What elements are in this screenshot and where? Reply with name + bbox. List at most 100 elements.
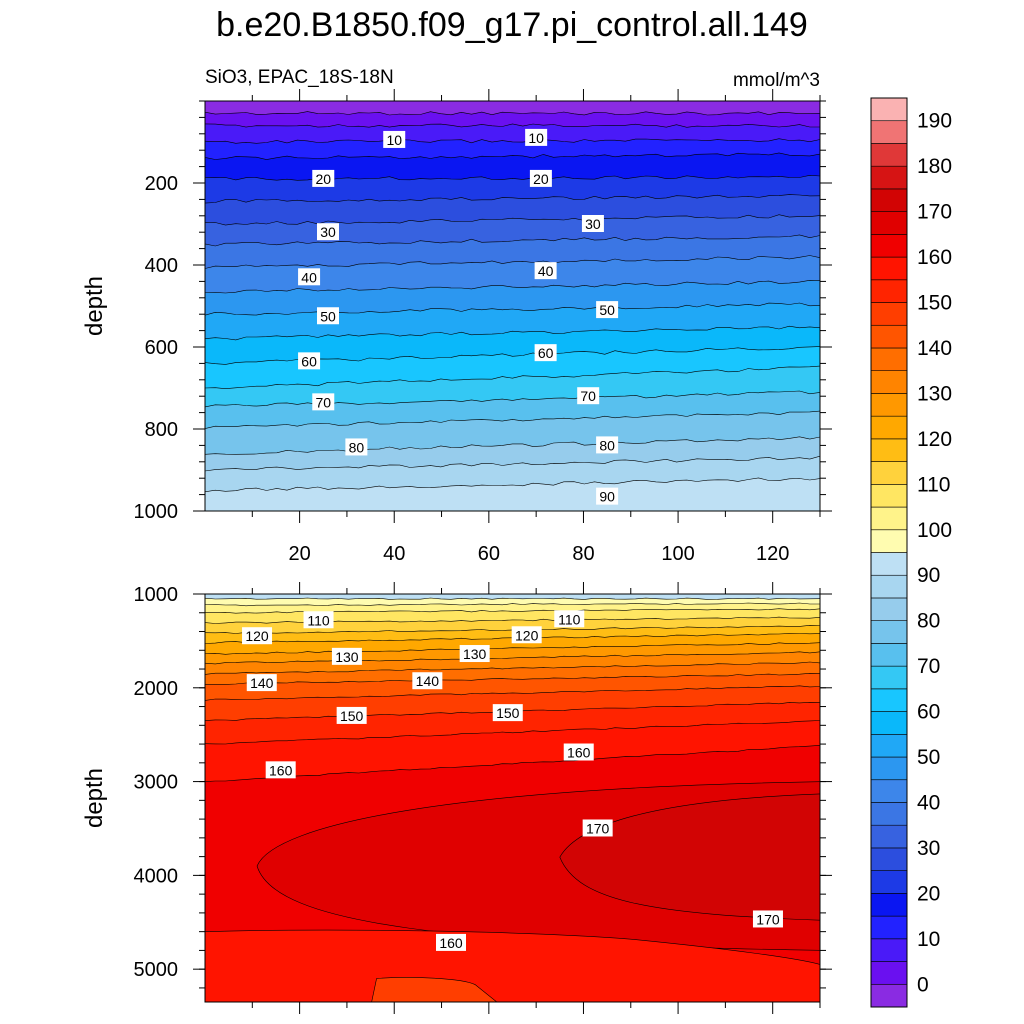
colorbar-swatch — [870, 211, 908, 235]
contour-label: 10 — [525, 128, 548, 146]
colorbar-tick-label: 190 — [917, 110, 952, 133]
colorbar-swatch — [870, 506, 908, 531]
contour-label: 80 — [345, 438, 368, 456]
variable-region-label: SiO3, EPAC_18S-18N — [205, 67, 394, 88]
contour-label: 40 — [534, 262, 557, 280]
colorbar-tick-label: 180 — [917, 155, 952, 178]
contour-label: 90 — [596, 487, 619, 505]
contour-label-box — [596, 301, 619, 319]
colorbar-swatch — [870, 97, 908, 122]
contour-label-box — [534, 344, 557, 362]
y-tick-label: 200 — [145, 173, 178, 195]
plot-frame — [204, 593, 821, 1003]
contour-label-text: 20 — [315, 171, 331, 187]
contour-label-text: 40 — [538, 263, 554, 279]
contour-label-box — [525, 128, 548, 146]
colorbar: 0 10 20 30 40 50 60 70 80 90 100 110 120 130 140 150 160… — [870, 97, 952, 1008]
contour-label-box — [529, 169, 552, 187]
colorbar-swatch — [870, 688, 908, 712]
contour-line — [205, 642, 820, 655]
contour-label: 30 — [581, 215, 604, 232]
contour-label: 80 — [596, 436, 619, 454]
contour-line — [205, 672, 820, 685]
colorbar-swatch — [870, 393, 908, 417]
plot-area — [205, 101, 820, 511]
contour-label-box — [412, 672, 443, 690]
contour-label-box — [336, 706, 367, 724]
colorbar-tick-label: 100 — [917, 519, 952, 542]
plot-frame — [204, 100, 821, 512]
colorbar-swatch — [870, 415, 908, 440]
colorbar-swatch — [870, 665, 908, 690]
colorbar-tick-label: 140 — [917, 337, 952, 360]
colorbar-tick-label: 130 — [917, 382, 952, 405]
contour-label-box — [577, 387, 600, 405]
contour-line — [205, 661, 820, 675]
colorbar-tick-label: 80 — [917, 610, 940, 633]
contour-line — [205, 597, 820, 600]
y-tick-label: 800 — [145, 419, 178, 441]
y-tick-label: 400 — [145, 255, 178, 277]
x-tick-label: 20 — [288, 543, 310, 565]
colorbar-swatch — [870, 893, 908, 917]
contour-band — [205, 477, 820, 511]
contour-label-box — [563, 743, 594, 761]
contour-label-box — [492, 704, 523, 722]
contour-label-text: 10 — [528, 130, 544, 146]
colorbar-swatch — [870, 370, 908, 394]
contour-label: 170 — [582, 819, 613, 837]
contour-line — [205, 602, 820, 607]
colorbar-swatch — [870, 620, 908, 644]
contour-label-text: 140 — [416, 673, 440, 689]
contour-label: 150 — [336, 706, 367, 724]
colorbar-swatch — [870, 324, 908, 349]
contour-line — [205, 123, 820, 128]
colorbar-swatch — [870, 802, 908, 826]
contour-label: 150 — [492, 704, 523, 722]
contour-label-text: 60 — [538, 345, 554, 361]
contour-label-box — [345, 438, 368, 456]
contour-label: 50 — [596, 301, 619, 319]
contour-label-box — [436, 933, 466, 951]
closed-contour-region — [371, 977, 498, 1002]
contour-label: 140 — [246, 674, 277, 692]
contour-label: 20 — [529, 169, 552, 187]
colorbar-swatch — [870, 302, 908, 326]
contour-label-box — [752, 910, 783, 928]
contour-label: 70 — [312, 393, 335, 411]
colorbar-swatch — [870, 938, 908, 962]
contour-line — [205, 410, 820, 429]
contour-line — [205, 111, 820, 116]
y-tick-label: 1000 — [134, 501, 179, 523]
contour-label-box — [383, 130, 406, 148]
contour-label-text: 50 — [599, 302, 615, 318]
contour-label-text: 20 — [533, 171, 549, 187]
contour-label: 120 — [511, 626, 542, 644]
colorbar-swatch — [870, 256, 908, 281]
colorbar-tick-label: 70 — [917, 655, 940, 678]
contour-label-text: 140 — [250, 675, 274, 691]
contour-label: 60 — [534, 344, 557, 362]
colorbar-tick-label: 40 — [917, 791, 940, 814]
colorbar-swatch — [870, 188, 908, 212]
contour-label-box — [298, 352, 321, 370]
x-tick-label: 40 — [383, 543, 405, 565]
contour-label: 160 — [265, 761, 296, 779]
contour-line — [205, 302, 820, 316]
colorbar-swatch — [870, 643, 908, 667]
y-axis-title: depth — [81, 768, 108, 828]
contour-label-text: 120 — [245, 628, 269, 644]
upper-contour-panel: 10 10 20 20 30 30 40 40 50 50 60 60 70 70 80 80 90 20 40 60… — [81, 89, 832, 565]
contour-label: 120 — [242, 627, 273, 645]
colorbar-tick-label: 60 — [917, 701, 940, 724]
contour-label-box — [459, 645, 490, 663]
y-tick-label: 600 — [145, 337, 178, 359]
colorbar-swatch — [870, 347, 908, 372]
contour-line — [205, 194, 820, 204]
y-tick-label: 5000 — [134, 959, 179, 981]
colorbar-swatch — [870, 234, 908, 258]
colorbar-tick-label: 50 — [917, 746, 940, 769]
contour-label-box — [312, 393, 335, 411]
contour-label-box — [596, 487, 619, 505]
